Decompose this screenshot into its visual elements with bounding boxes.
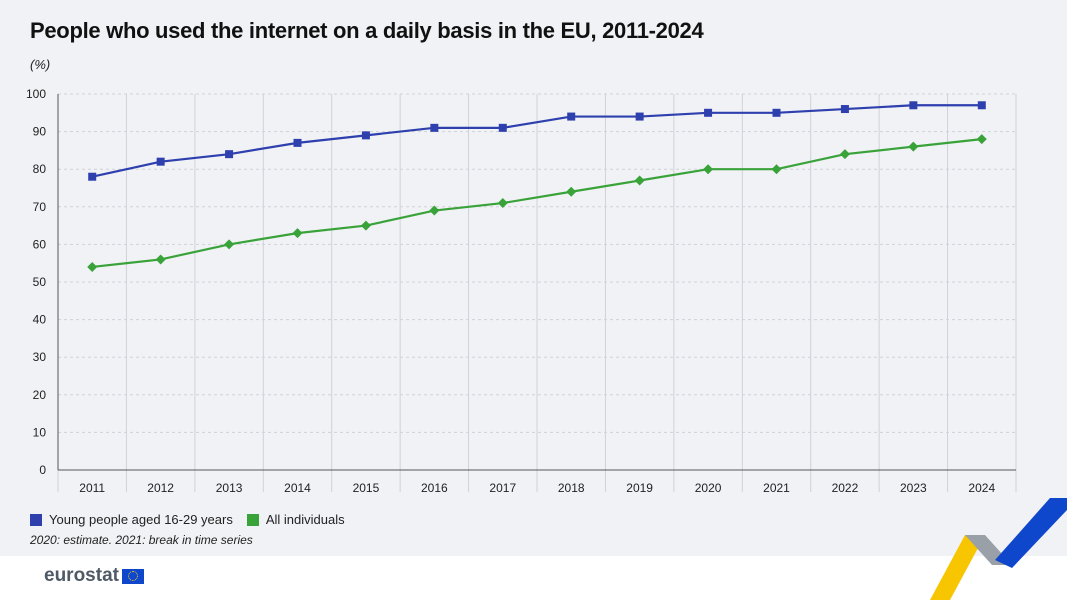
x-tick-label-2021: 2021 [763,481,790,495]
series-line-young-people [91,104,982,178]
point-young-people-2023 [909,101,918,110]
x-tick-label-2011: 2011 [79,481,105,495]
y-tick-label-10: 10 [33,425,47,439]
point-all-individuals-2022 [839,149,850,160]
y-tick-label-20: 20 [33,388,47,402]
eurostat-logo: eurostat [44,565,144,587]
x-tick-label-2023: 2023 [900,481,927,495]
y-tick-label-30: 30 [33,350,47,364]
footer-bar [0,556,1067,600]
point-young-people-2014 [293,138,302,147]
legend-swatch-all-individuals [246,513,259,526]
y-tick-label-50: 50 [33,275,47,289]
x-tick-label-2019: 2019 [626,481,653,495]
point-young-people-2015 [361,131,370,140]
x-tick-label-2013: 2013 [216,481,243,495]
legend-label-all-individuals: All individuals [265,512,345,527]
x-tick-label-2015: 2015 [353,481,380,495]
point-all-individuals-2013 [224,239,235,250]
x-tick-label-2017: 2017 [489,481,516,495]
point-all-individuals-2023 [908,141,919,152]
point-young-people-2011 [88,172,97,181]
x-tick-label-2024: 2024 [968,481,995,495]
point-all-individuals-2018 [566,186,577,197]
deco-yellow-stripe [930,535,985,600]
x-tick-label-2022: 2022 [832,481,859,495]
point-young-people-2024 [977,101,986,110]
y-tick-label-100: 100 [26,87,46,101]
point-all-individuals-2014 [292,228,303,239]
point-all-individuals-2011 [87,261,98,272]
point-all-individuals-2016 [429,205,440,216]
y-tick-label-70: 70 [33,200,47,214]
x-tick-label-2018: 2018 [558,481,585,495]
point-all-individuals-2012 [155,254,166,265]
y-tick-label-40: 40 [33,313,47,327]
point-all-individuals-2017 [497,198,508,209]
y-tick-label-0: 0 [39,463,46,477]
point-all-individuals-2020 [703,164,714,175]
x-tick-label-2016: 2016 [421,481,448,495]
legend-item-young-people: Young people aged 16-29 years [30,512,233,527]
point-young-people-2016 [430,123,439,132]
point-young-people-2017 [498,123,507,132]
y-tick-label-80: 80 [33,162,47,176]
series-line-all-individuals [92,138,982,269]
chart-note: 2020: estimate. 2021: break in time seri… [30,533,253,547]
x-tick-label-2014: 2014 [284,481,311,495]
point-young-people-2020 [704,108,713,117]
legend-swatch-young-people [30,513,42,526]
y-tick-label-60: 60 [33,237,47,251]
point-all-individuals-2015 [360,220,371,231]
legend: Young people aged 16-29 years All indivi… [30,512,359,527]
y-tick-label-90: 90 [33,125,47,139]
x-tick-label-2012: 2012 [147,481,174,495]
point-young-people-2013 [225,150,234,159]
point-all-individuals-2021 [771,164,782,175]
point-all-individuals-2024 [976,134,987,145]
logo-text: eurostat [44,565,119,586]
y-axis-unit-label: (%) [30,57,51,72]
point-young-people-2021 [772,108,781,117]
legend-item-all-individuals: All individuals [246,512,345,527]
point-young-people-2019 [635,112,644,121]
legend-label-young-people: Young people aged 16-29 years [49,512,233,527]
chart-title: People who used the internet on a daily … [30,18,704,43]
line-chart: 0 10 20 30 40 50 60 70 80 90 100 2011 2012 2013 2014 20… [26,87,1017,495]
point-young-people-2012 [156,157,165,166]
point-all-individuals-2019 [634,175,645,186]
deco-blue-stripe [995,498,1067,568]
point-young-people-2022 [840,105,849,114]
x-tick-label-2020: 2020 [695,481,722,495]
point-young-people-2018 [567,112,576,121]
eu-flag-icon [121,568,144,584]
